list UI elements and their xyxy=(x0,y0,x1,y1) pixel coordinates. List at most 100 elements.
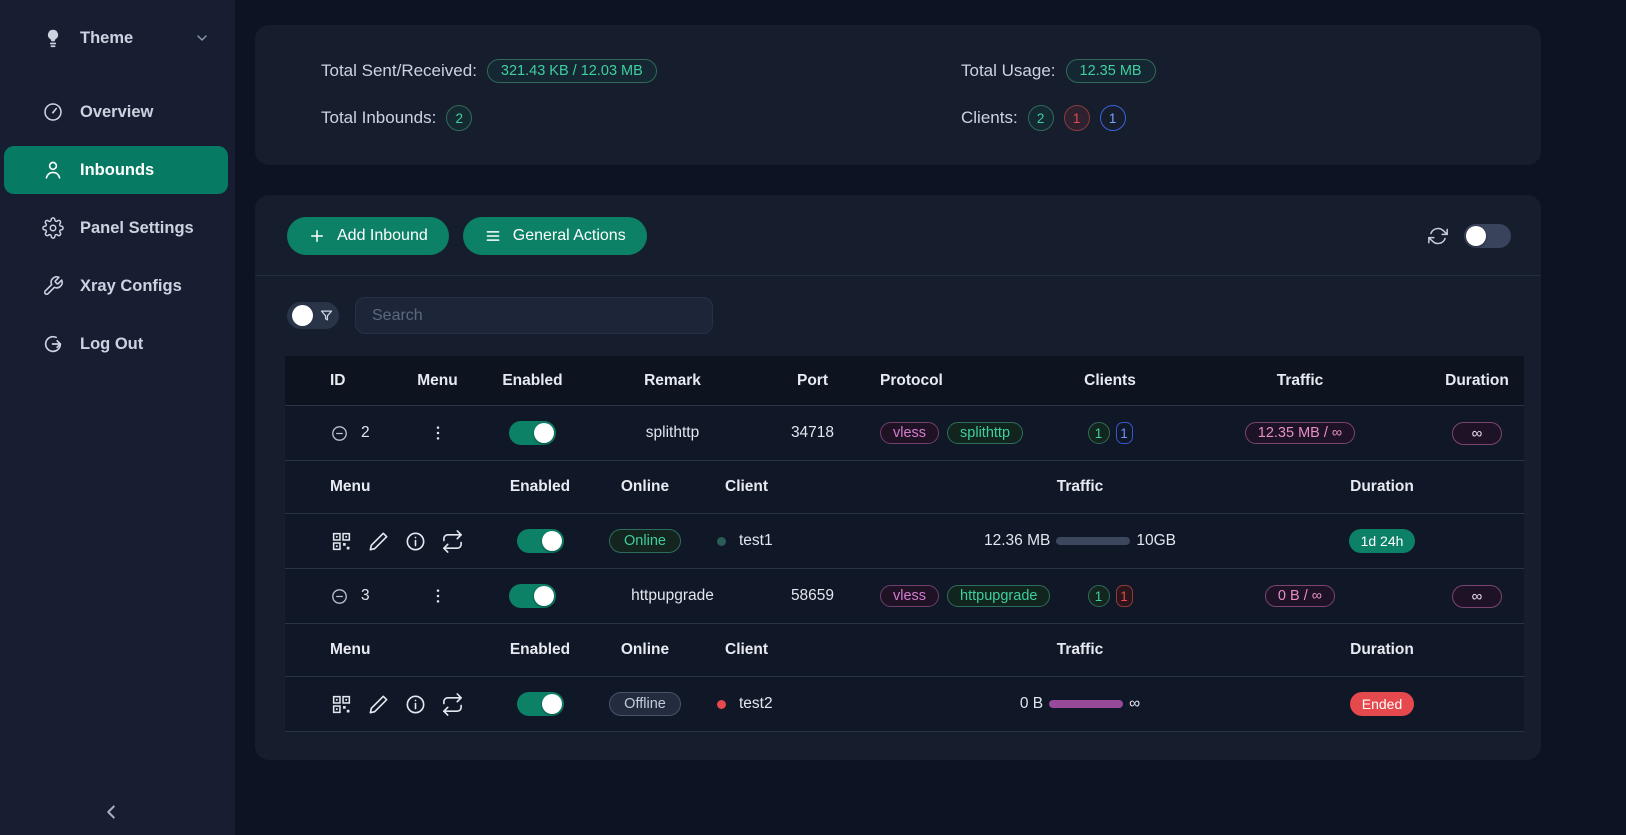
sub-col-header-traffic: Traffic xyxy=(1056,478,1104,495)
duration-badge: ∞ xyxy=(1451,584,1503,608)
collapse-row-icon[interactable] xyxy=(330,587,349,606)
refresh-icon[interactable] xyxy=(1428,226,1448,246)
traffic-total: 10GB xyxy=(1136,532,1176,549)
client-enabled-toggle[interactable] xyxy=(516,529,564,553)
collapse-row-icon[interactable] xyxy=(330,424,349,443)
total-usage-badge: 12.35 MB xyxy=(1065,59,1156,83)
search-input[interactable] xyxy=(355,297,713,334)
menu-lines-icon xyxy=(484,227,502,245)
sidebar-item-theme[interactable]: Theme xyxy=(4,14,228,62)
info-icon[interactable] xyxy=(404,530,427,553)
stats-card: Total Sent/Received: 321.43 KB / 12.03 M… xyxy=(255,25,1541,165)
sidebar-item-xray-configs[interactable]: Xray Configs xyxy=(4,262,228,310)
online-status-badge: Online xyxy=(609,529,681,553)
sidebar-collapse-button[interactable] xyxy=(100,801,122,823)
col-header-menu: Menu xyxy=(417,371,458,389)
protocol-badge: vless xyxy=(880,585,940,607)
client-status-dot xyxy=(717,699,726,709)
sidebar-item-label: Inbounds xyxy=(80,160,155,179)
sub-col-header-client: Client xyxy=(725,641,769,658)
info-icon[interactable] xyxy=(404,693,427,716)
client-deactive-count-badge: 1 xyxy=(1115,585,1133,607)
toolbar-right xyxy=(1428,224,1511,248)
sidebar-item-label: Xray Configs xyxy=(80,276,182,295)
sidebar-item-log-out[interactable]: Log Out xyxy=(4,320,228,368)
client-row: Offline test2 0 B ∞ Ended xyxy=(285,677,1524,732)
sidebar: Theme Overview Inbounds Panel Settings X… xyxy=(0,0,235,835)
stat-label: Total Inbounds: xyxy=(321,108,437,127)
edit-icon[interactable] xyxy=(367,693,390,716)
duration-badge: ∞ xyxy=(1451,421,1503,445)
client-enabled-toggle[interactable] xyxy=(516,692,564,716)
stat-total-usage: Total Usage: 12.35 MB xyxy=(961,59,1475,83)
duration-badge: Ended xyxy=(1349,692,1415,716)
sidebar-item-label: Panel Settings xyxy=(80,218,194,237)
search-row xyxy=(255,276,1541,348)
client-name: test1 xyxy=(739,532,773,549)
traffic-total: ∞ xyxy=(1129,695,1141,712)
client-status-dot xyxy=(717,536,726,546)
row-menu-icon[interactable] xyxy=(428,586,448,606)
sub-col-header-enabled: Enabled xyxy=(509,641,571,658)
sub-col-header-online: Online xyxy=(620,478,670,495)
add-inbound-button[interactable]: Add Inbound xyxy=(287,217,449,255)
clients-deactive-badge: 1 xyxy=(1063,105,1090,131)
reset-traffic-icon[interactable] xyxy=(441,530,464,553)
client-table-header-row: Menu Enabled Online Client Traffic Durat… xyxy=(285,461,1524,514)
inbounds-table: ID Menu Enabled Remark Port Protocol Cli… xyxy=(285,356,1524,732)
client-table-header-row: Menu Enabled Online Client Traffic Durat… xyxy=(285,624,1524,677)
sub-col-header-menu: Menu xyxy=(330,478,371,495)
transport-badge: httpupgrade xyxy=(947,585,1051,607)
sub-col-header-menu: Menu xyxy=(330,641,371,658)
client-row: Online test1 12.36 MB 10GB 1d 24h xyxy=(285,514,1524,569)
qr-code-icon[interactable] xyxy=(330,693,353,716)
stat-label: Clients: xyxy=(961,108,1018,127)
col-header-port: Port xyxy=(797,371,828,389)
client-online-count-badge: 1 xyxy=(1115,422,1133,444)
toolbar: Add Inbound General Actions xyxy=(255,217,1541,276)
general-actions-label: General Actions xyxy=(512,227,626,244)
inbound-port: 34718 xyxy=(790,424,835,441)
inbound-enabled-toggle[interactable] xyxy=(509,421,556,445)
col-header-clients: Clients xyxy=(1084,371,1136,389)
traffic-progress-bar xyxy=(1056,537,1131,545)
inbound-remark: splithttp xyxy=(645,424,700,441)
add-inbound-label: Add Inbound xyxy=(337,227,428,244)
auto-refresh-toggle[interactable] xyxy=(1464,224,1511,248)
sidebar-item-label: Overview xyxy=(80,102,154,121)
row-menu-icon[interactable] xyxy=(428,423,448,443)
sub-col-header-enabled: Enabled xyxy=(509,478,571,495)
sent-received-badge: 321.43 KB / 12.03 MB xyxy=(486,59,657,83)
toggle-knob xyxy=(534,423,554,443)
reset-traffic-icon[interactable] xyxy=(441,693,464,716)
col-header-duration: Duration xyxy=(1445,371,1509,389)
client-count-badge: 1 xyxy=(1087,585,1110,607)
gear-icon xyxy=(42,217,64,239)
sidebar-item-overview[interactable]: Overview xyxy=(4,88,228,136)
qr-code-icon[interactable] xyxy=(330,530,353,553)
lightbulb-icon xyxy=(42,27,64,49)
inbound-remark: httpupgrade xyxy=(631,587,714,604)
traffic-badge: 12.35 MB / ∞ xyxy=(1244,422,1356,444)
inbounds-card: Add Inbound General Actions xyxy=(255,195,1541,760)
edit-icon[interactable] xyxy=(367,530,390,553)
general-actions-button[interactable]: General Actions xyxy=(462,217,647,255)
toggle-knob xyxy=(292,305,313,326)
col-header-remark: Remark xyxy=(644,371,701,389)
online-status-badge: Offline xyxy=(609,692,681,716)
inbound-enabled-toggle[interactable] xyxy=(509,584,556,608)
chevron-down-icon xyxy=(194,30,210,46)
traffic-used: 0 B xyxy=(1019,695,1044,712)
filter-icon xyxy=(319,308,334,323)
col-header-id: ID xyxy=(330,371,346,389)
inbound-row: 3 httpupgrade 58659 vless httpupgrade 1 … xyxy=(285,569,1524,624)
protocol-badge: vless xyxy=(880,422,940,444)
sidebar-item-panel-settings[interactable]: Panel Settings xyxy=(4,204,228,252)
filter-toggle[interactable] xyxy=(287,302,339,329)
traffic-badge: 0 B / ∞ xyxy=(1264,585,1336,607)
toggle-knob xyxy=(541,694,562,714)
sidebar-item-inbounds[interactable]: Inbounds xyxy=(4,146,228,194)
traffic-progress-bar xyxy=(1049,700,1124,708)
main-content: Total Sent/Received: 321.43 KB / 12.03 M… xyxy=(235,0,1626,835)
clients-online-badge: 1 xyxy=(1099,105,1126,131)
